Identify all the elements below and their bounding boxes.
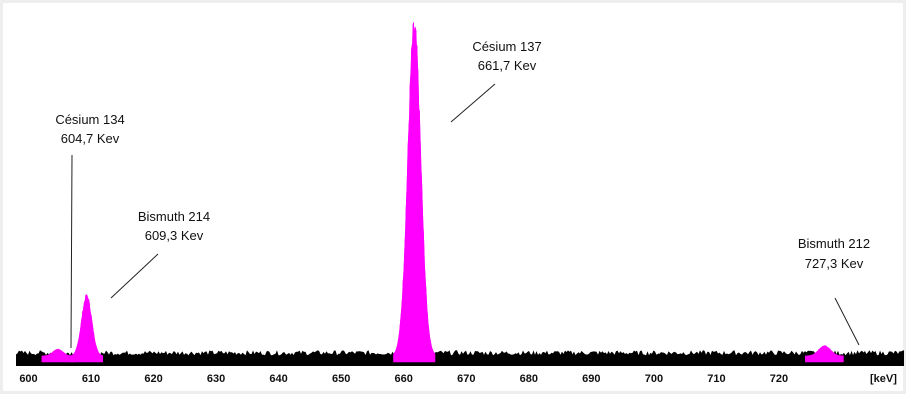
x-tick-label: 610: [82, 373, 100, 385]
peak-bismuth-214-overlay: [70, 294, 103, 363]
x-tick-label: 660: [395, 373, 413, 385]
annotation-name-c-sium-137: Césium 137: [472, 39, 541, 54]
peak-c-sium-134-overlay: [41, 348, 75, 363]
peak-c-sium-137-overlay: [393, 22, 436, 363]
x-tick-label: 600: [19, 373, 37, 385]
annotations-layer: Césium 134 604,7 Kev Bismuth 214 609,3 Kev C…: [55, 39, 870, 349]
x-tick-label: 680: [520, 373, 538, 385]
x-tick-label: 700: [645, 373, 663, 385]
background-noise: [16, 350, 904, 366]
x-tick-label: 650: [332, 373, 350, 385]
leader-line-c-sium-134: [70, 154, 73, 349]
background-noise-layer: [16, 22, 904, 366]
leader-line-bismuth-212: [834, 297, 860, 346]
x-tick-label: 720: [770, 373, 788, 385]
annotation-name-c-sium-134: Césium 134: [55, 112, 124, 127]
annotation-energy-c-sium-134: 604,7 Kev: [61, 131, 120, 146]
x-tick-label: 690: [582, 373, 600, 385]
annotation-name-bismuth-214: Bismuth 214: [138, 209, 210, 224]
peaks-layer: [41, 22, 844, 363]
x-tick-label: 640: [269, 373, 287, 385]
x-tick-label: 620: [144, 373, 162, 385]
annotation-energy-c-sium-137: 661,7 Kev: [478, 58, 537, 73]
peak-bismuth-212-overlay: [805, 345, 844, 363]
x-tick-label: 710: [707, 373, 725, 385]
x-axis-ticks: 600 610 620 630 640 650 660 670 680 690 700 710 720: [19, 373, 788, 385]
x-tick-label: 630: [207, 373, 225, 385]
annotation-energy-bismuth-214: 609,3 Kev: [145, 228, 204, 243]
annotation-energy-bismuth-212: 727,3 Kev: [805, 256, 864, 271]
annotation-name-bismuth-212: Bismuth 212: [798, 236, 870, 251]
leader-line-bismuth-214: [110, 253, 159, 299]
leader-line-c-sium-137: [450, 83, 496, 123]
x-tick-label: 670: [457, 373, 475, 385]
x-axis-label: [keV]: [870, 373, 897, 385]
